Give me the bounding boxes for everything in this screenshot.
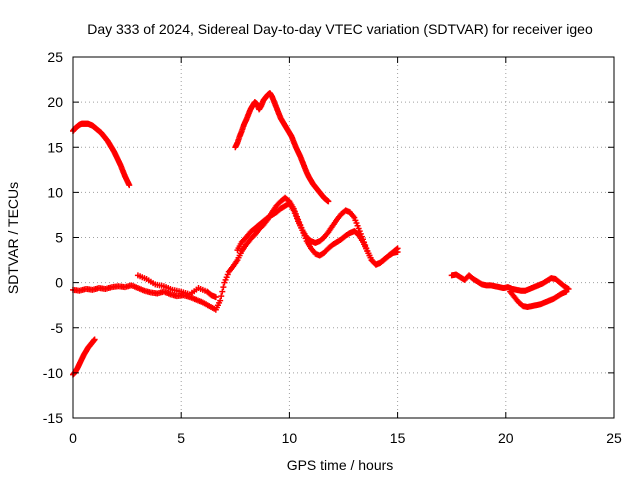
- series-segment-f: [232, 90, 332, 205]
- x-tick-label: 15: [390, 430, 406, 446]
- data-point: [363, 245, 370, 252]
- data-point: [359, 236, 366, 243]
- data-point: [126, 182, 133, 189]
- series-segment-g: [448, 271, 572, 294]
- data-point: [219, 288, 226, 295]
- data-point: [563, 288, 570, 295]
- y-tick-label: 5: [55, 230, 63, 246]
- data-point: [393, 246, 400, 253]
- data-points: [70, 90, 572, 378]
- x-axis-label: GPS time / hours: [287, 457, 394, 473]
- grid: [73, 57, 614, 418]
- x-tick-label: 20: [498, 430, 514, 446]
- x-tick-label: 10: [282, 430, 298, 446]
- data-point: [218, 293, 225, 300]
- x-tick-label: 25: [606, 430, 622, 446]
- series-segment-b: [70, 336, 98, 378]
- data-point: [212, 294, 219, 301]
- series-segment-a: [70, 120, 133, 189]
- x-tick-label: 0: [69, 430, 77, 446]
- axis-ticks: [72, 56, 615, 419]
- data-point: [91, 336, 98, 343]
- data-point: [361, 239, 368, 246]
- y-tick-label: 25: [47, 49, 63, 65]
- series-segment-d: [134, 272, 219, 301]
- y-tick-label: -5: [51, 320, 64, 336]
- x-axis-tick-labels: 0 5 10 15 20 25: [69, 430, 622, 446]
- series-segment-e: [234, 200, 401, 268]
- y-tick-label: 20: [47, 94, 63, 110]
- chart-title: Day 333 of 2024, Sidereal Day-to-day VTE…: [87, 21, 593, 37]
- y-tick-label: 10: [47, 184, 63, 200]
- data-point: [220, 284, 227, 291]
- y-tick-label: 15: [47, 139, 63, 155]
- y-tick-label: -15: [43, 410, 63, 426]
- data-point: [394, 245, 401, 252]
- y-tick-label: 0: [55, 275, 63, 291]
- data-point: [217, 297, 224, 304]
- data-point: [362, 242, 369, 249]
- y-axis-label: SDTVAR / TECUs: [5, 182, 21, 294]
- data-point: [325, 198, 332, 205]
- y-axis-tick-labels: -15 -10 -5 0 5 10 15 20 25: [43, 49, 63, 426]
- series-segment-h: [507, 288, 570, 310]
- y-tick-label: -10: [43, 365, 63, 381]
- x-tick-label: 5: [177, 430, 185, 446]
